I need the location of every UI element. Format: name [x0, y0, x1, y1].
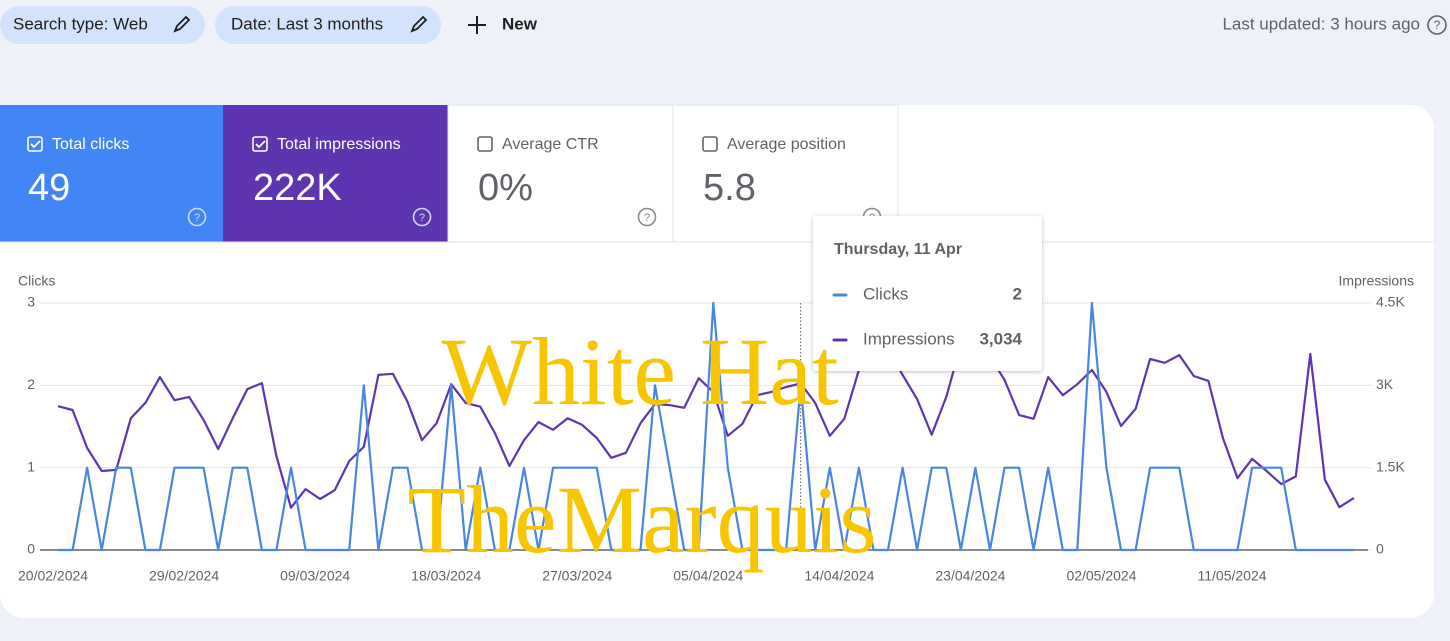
y-tick-label: 1	[27, 458, 35, 474]
watermark: TheMarquis	[407, 466, 876, 573]
series-line	[58, 301, 1354, 552]
help-icon[interactable]	[637, 207, 657, 227]
y-tick-label: 2	[27, 376, 35, 392]
tooltip-value: 3,034	[979, 329, 1022, 348]
metric-value: 0%	[478, 167, 533, 209]
help-mark: ?	[644, 212, 650, 224]
help-circle[interactable]	[1427, 15, 1447, 35]
tooltip-box	[813, 216, 1042, 371]
metric-label: Average position	[727, 136, 846, 153]
metrics: Total clicks 49? Total impressions 222K? Ave…	[27, 136, 882, 227]
checkbox[interactable]	[27, 136, 43, 152]
x-tick-label: 20/02/2024	[18, 568, 88, 584]
x-tick-label: 14/04/2024	[804, 568, 874, 584]
filter-chip[interactable]: Search type: Web	[0, 6, 205, 44]
chip-bg[interactable]	[215, 6, 441, 44]
help-mark: ?	[194, 212, 200, 224]
tooltip-label: Clicks	[863, 284, 908, 303]
metric-value: 5.8	[703, 167, 756, 209]
y2-tick-label: 1.5K	[1376, 458, 1405, 474]
plus-icon[interactable]	[468, 16, 486, 34]
x-tick-label: 23/04/2024	[935, 568, 1005, 584]
x-tick-label: 29/02/2024	[149, 568, 219, 584]
check-mark	[30, 140, 41, 149]
last-updated: Last updated: 3 hours ago	[1222, 14, 1420, 33]
x-tick-label: 05/04/2024	[673, 568, 743, 584]
metric-label: Average CTR	[502, 136, 599, 153]
checkbox[interactable]	[702, 136, 718, 152]
hover-dot	[796, 381, 805, 390]
y-tick-label: 3	[27, 294, 35, 310]
chip-label[interactable]: Search type: Web	[13, 14, 148, 33]
help-icon[interactable]: ?	[1427, 15, 1447, 35]
tooltip: Thursday, 11 Apr Clicks 2 Impressions 3,034	[813, 216, 1042, 371]
help-mark[interactable]: ?	[1434, 18, 1441, 32]
metric-tile[interactable]	[447, 104, 674, 243]
edit-icon[interactable]	[173, 15, 191, 33]
y2-tick-label: 4.5K	[1376, 294, 1405, 310]
help-mark: ?	[419, 212, 425, 224]
filter-chip[interactable]: Date: Last 3 months	[215, 6, 441, 44]
checkbox[interactable]	[252, 136, 268, 152]
new-label[interactable]: New	[502, 14, 538, 33]
tooltip-date: Thursday, 11 Apr	[834, 241, 962, 258]
y-tick-label: 0	[27, 541, 35, 557]
x-tick-label: 11/05/2024	[1198, 568, 1267, 584]
chart: Clicks Impressions 0 1 2 3 0 1.5K 3K 4.5K 20/02/…	[18, 273, 1414, 584]
chip-bg[interactable]	[0, 6, 205, 44]
check-mark	[255, 140, 266, 149]
checkbox[interactable]	[477, 136, 493, 152]
new-button[interactable]: New	[468, 14, 538, 34]
x-tick-label: 02/05/2024	[1066, 568, 1136, 584]
chip-label[interactable]: Date: Last 3 months	[231, 14, 383, 33]
watermark: White Hat	[441, 318, 839, 425]
tooltip-value: 2	[1013, 284, 1022, 303]
metric-tile[interactable]	[0, 105, 223, 242]
help-icon[interactable]	[412, 207, 432, 227]
metric-label: Total clicks	[52, 136, 129, 153]
metric-tile[interactable]	[223, 105, 448, 242]
y2-axis-label: Impressions	[1339, 273, 1414, 289]
series-line	[57, 335, 1355, 509]
metric-value: 222K	[253, 167, 342, 209]
x-tick-label: 09/03/2024	[280, 568, 350, 584]
help-icon[interactable]	[187, 207, 207, 227]
x-tick-label: 27/03/2024	[542, 568, 612, 584]
tooltip-label: Impressions	[863, 329, 955, 348]
metric-label: Total impressions	[277, 136, 401, 153]
y-axis-label: Clicks	[18, 273, 55, 289]
y2-tick-label: 3K	[1376, 376, 1394, 392]
edit-icon[interactable]	[410, 15, 428, 33]
y2-tick-label: 0	[1376, 541, 1384, 557]
metric-value: 49	[28, 167, 70, 209]
x-tick-label: 18/03/2024	[411, 568, 481, 584]
